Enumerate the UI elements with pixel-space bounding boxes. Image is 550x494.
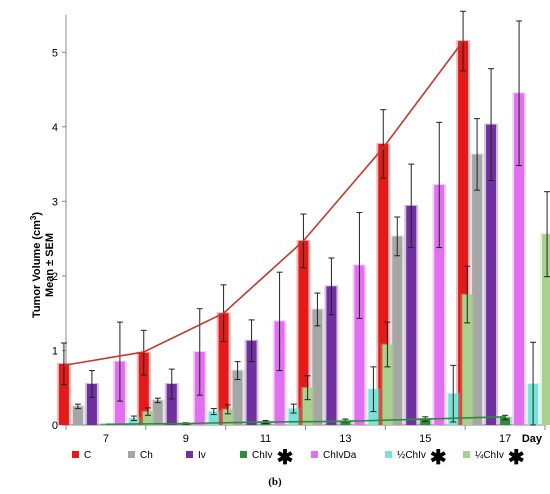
bar bbox=[288, 408, 299, 425]
bar bbox=[472, 154, 483, 425]
x-axis-suffix-label: Day bbox=[522, 433, 543, 445]
legend-swatch bbox=[72, 451, 79, 458]
legend-label: ¼ChIv bbox=[475, 449, 504, 461]
legend: C Ch Iv ChIv ✱ ChIvDa ½ChIv ✱ ¼ChIv ✱ bbox=[72, 447, 525, 469]
legend-swatch bbox=[186, 451, 193, 458]
legend-label: Ch bbox=[140, 450, 153, 461]
bar bbox=[542, 234, 550, 425]
bar bbox=[514, 93, 525, 425]
significance-asterisk-icon: ✱ bbox=[508, 447, 525, 469]
bar bbox=[166, 384, 177, 425]
bar bbox=[406, 205, 417, 425]
bar bbox=[142, 411, 153, 425]
y-tick-label: 0 bbox=[52, 420, 58, 432]
bar bbox=[392, 236, 403, 425]
trend-line bbox=[63, 40, 464, 367]
legend-label: Iv bbox=[198, 450, 206, 461]
x-tick-label: 17 bbox=[499, 433, 511, 445]
bar bbox=[218, 313, 229, 425]
x-tick-label: 9 bbox=[183, 433, 189, 445]
y-axis-title: Tumor Volume (cm3) Mean ± SEM bbox=[29, 212, 56, 318]
y-tick-label: 1 bbox=[52, 345, 58, 357]
legend-swatch bbox=[311, 451, 318, 458]
bar bbox=[340, 420, 351, 425]
y-axis-title-line1: Tumor Volume (cm bbox=[31, 220, 43, 318]
bar bbox=[298, 240, 309, 425]
legend-label: ½ChIv bbox=[397, 450, 426, 461]
y-tick-label: 5 bbox=[52, 47, 58, 59]
bar bbox=[152, 400, 163, 425]
bar bbox=[378, 143, 389, 426]
x-tick-label: 11 bbox=[260, 433, 271, 445]
legend-label: C bbox=[84, 450, 91, 461]
legend-swatch bbox=[463, 451, 470, 458]
bar bbox=[434, 184, 445, 425]
bar bbox=[354, 265, 365, 425]
bar bbox=[246, 340, 257, 425]
plot-area: 0 1 2 3 4 5 7 9 11 13 15 17 Day bbox=[52, 10, 550, 445]
bar bbox=[302, 387, 313, 425]
y-axis-title-line2: Mean ± SEM bbox=[44, 233, 56, 297]
bar bbox=[138, 352, 149, 425]
y-tick-label: 2 bbox=[52, 271, 58, 283]
bar bbox=[486, 124, 497, 425]
legend-label: ChIv bbox=[252, 450, 273, 461]
bar bbox=[72, 406, 83, 425]
x-tick-label: 15 bbox=[419, 433, 431, 445]
bar bbox=[420, 419, 431, 425]
bar bbox=[100, 424, 111, 425]
bar bbox=[462, 294, 473, 425]
bar bbox=[128, 418, 139, 425]
bar bbox=[58, 363, 69, 425]
bar bbox=[500, 417, 511, 425]
bar bbox=[458, 41, 469, 425]
x-tick-label: 13 bbox=[339, 433, 351, 445]
y-tick-label: 3 bbox=[52, 196, 58, 208]
y-tick-label: 4 bbox=[52, 122, 58, 134]
legend-label: ChIvDa bbox=[323, 450, 357, 461]
legend-swatch bbox=[240, 451, 247, 458]
significance-asterisk-icon: ✱ bbox=[277, 447, 294, 469]
svg-text:Tumor Volume (cm3): Tumor Volume (cm3) bbox=[29, 212, 43, 318]
bar bbox=[382, 344, 393, 425]
legend-swatch bbox=[385, 451, 392, 458]
bar bbox=[222, 409, 233, 425]
trend-line bbox=[105, 416, 506, 426]
bar bbox=[312, 309, 323, 425]
bar bbox=[326, 286, 337, 425]
bar bbox=[86, 384, 97, 425]
y-axis-title-sup: 3 bbox=[29, 215, 38, 220]
bar bbox=[274, 321, 285, 425]
y-axis-title-line1-end: ) bbox=[31, 212, 43, 216]
significance-asterisk-icon: ✱ bbox=[430, 447, 447, 469]
bar bbox=[208, 411, 219, 425]
legend-swatch bbox=[128, 451, 135, 458]
bar bbox=[232, 370, 243, 425]
x-tick-label: 7 bbox=[103, 433, 109, 445]
figure-caption: (b) bbox=[268, 476, 282, 488]
